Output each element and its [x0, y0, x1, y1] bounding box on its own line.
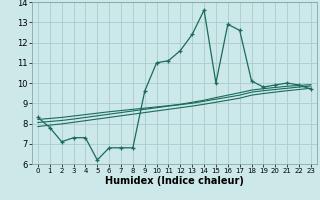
X-axis label: Humidex (Indice chaleur): Humidex (Indice chaleur) — [105, 176, 244, 186]
